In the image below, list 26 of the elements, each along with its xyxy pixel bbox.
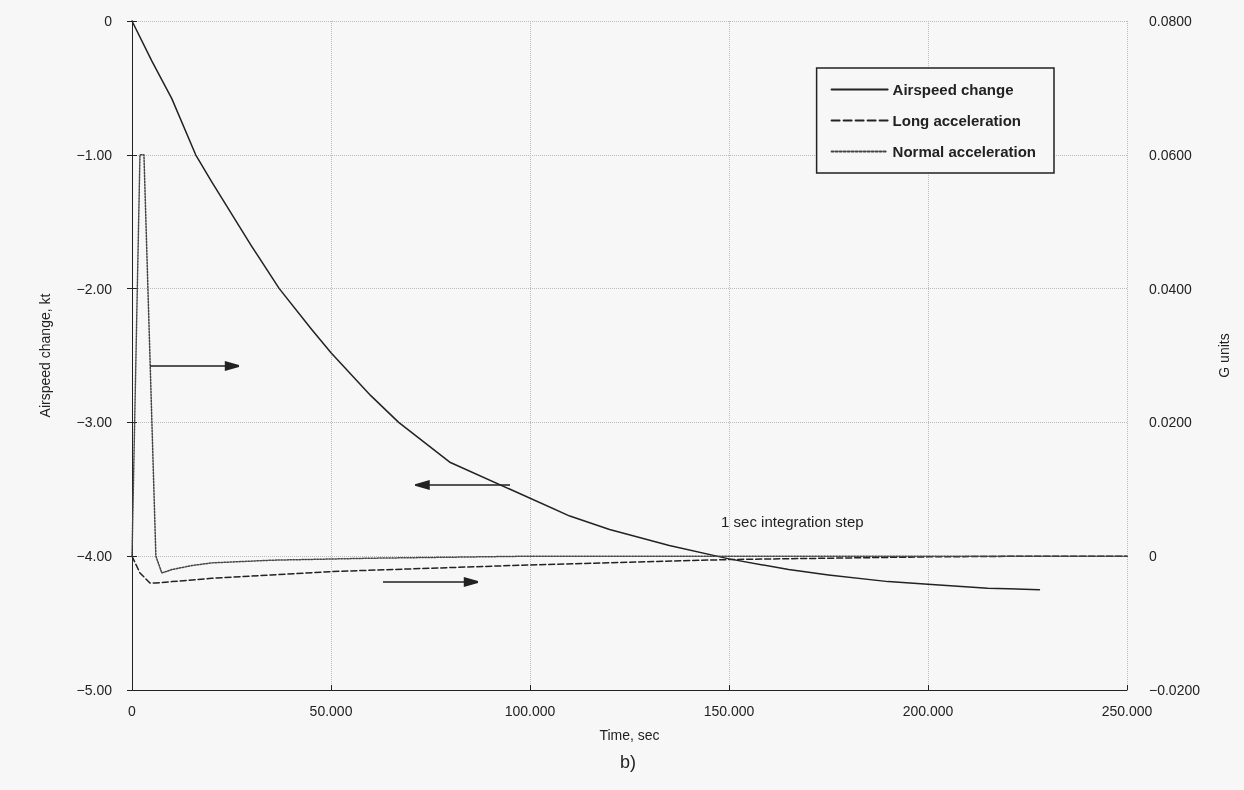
x-tick-label: 100.000: [504, 703, 556, 719]
y-tick-label: −1.00: [76, 146, 113, 163]
legend-label: Normal acceleration: [892, 143, 1037, 160]
text: b): [620, 752, 637, 773]
x-tick-label: 250.000: [1101, 703, 1153, 719]
x-tick-label: 150.000: [703, 703, 755, 719]
y2-axis-title: G units: [1216, 333, 1232, 378]
y-tick-label: −5.00: [76, 682, 113, 698]
y2-tick-label: 0: [1149, 548, 1157, 565]
y-tick-label: −4.00: [76, 548, 113, 565]
x-tick-label: 0: [128, 703, 137, 719]
y-axis-title: Airspeed change, kt: [37, 293, 53, 418]
y-tick-label: −3.00: [76, 414, 113, 431]
y2-tick-label: 0.0400: [1149, 280, 1193, 297]
y2-tick-label: 0.0800: [1149, 13, 1193, 29]
y2-tick-label: 0.0600: [1149, 146, 1193, 163]
annotation: 1 sec integration step: [721, 512, 864, 530]
legend-label: Long acceleration: [892, 112, 1021, 129]
x-axis-title: Time, sec: [599, 727, 660, 743]
y-tick-label: −2.00: [76, 280, 113, 297]
x-tick-label: 50.000: [309, 703, 353, 719]
y-tick-label: 0: [104, 13, 113, 29]
y2-tick-label: 0.0200: [1149, 414, 1193, 431]
y2-tick-label: −0.0200: [1149, 682, 1201, 698]
x-tick-label: 200.000: [902, 703, 954, 719]
legend-label: Airspeed change: [892, 81, 1014, 98]
